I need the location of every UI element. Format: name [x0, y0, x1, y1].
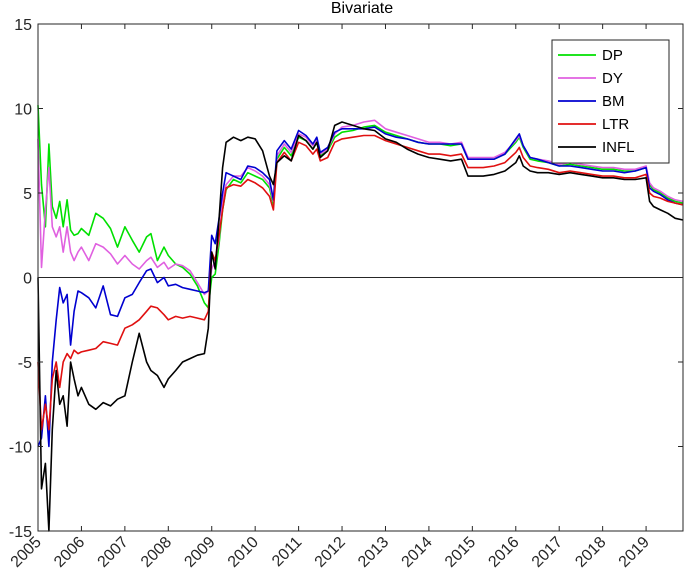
y-tick-label: 0 — [23, 271, 32, 288]
y-tick-label: -10 — [9, 440, 32, 457]
y-tick-label: 5 — [23, 186, 32, 203]
chart-title: Bivariate — [331, 0, 393, 17]
y-tick-label: 15 — [14, 17, 32, 34]
y-tick-label: 10 — [14, 102, 32, 119]
x-tick-label: 2011 — [269, 534, 305, 570]
x-tick-label: 2014 — [399, 534, 436, 571]
x-tick-label: 2007 — [95, 534, 132, 571]
x-tick-label: 2009 — [181, 534, 218, 571]
series-layer — [37, 105, 684, 532]
legend: DP DY BM LTR INFL — [551, 39, 670, 164]
legend-label-dy: DY — [602, 70, 623, 87]
legend-label-dp: DP — [602, 47, 623, 64]
y-tick-label: -5 — [18, 355, 32, 372]
x-tick-label: 2013 — [355, 534, 392, 571]
legend-label-ltr: LTR — [602, 116, 629, 133]
x-tick-label: 2008 — [138, 534, 175, 571]
x-tick-label: 2015 — [442, 534, 479, 571]
legend-label-infl: INFL — [602, 139, 635, 156]
x-tick-label: 2010 — [225, 534, 262, 571]
series-line-ltr — [37, 134, 684, 431]
y-tick-label: -15 — [9, 524, 32, 541]
legend-label-bm: BM — [602, 93, 625, 110]
y-axis: -15 -10 -5 0 5 10 15 — [9, 17, 683, 541]
series-line-bm — [37, 126, 684, 448]
x-tick-label: 2017 — [529, 534, 566, 571]
series-line-dy — [37, 119, 684, 296]
series-line-infl — [37, 121, 684, 532]
x-tick-label: 2012 — [312, 534, 349, 571]
x-tick-label: 2006 — [51, 534, 88, 571]
x-tick-label: 2016 — [485, 534, 522, 571]
x-tick-label: 2019 — [616, 534, 653, 571]
x-tick-label: 2018 — [572, 534, 609, 571]
